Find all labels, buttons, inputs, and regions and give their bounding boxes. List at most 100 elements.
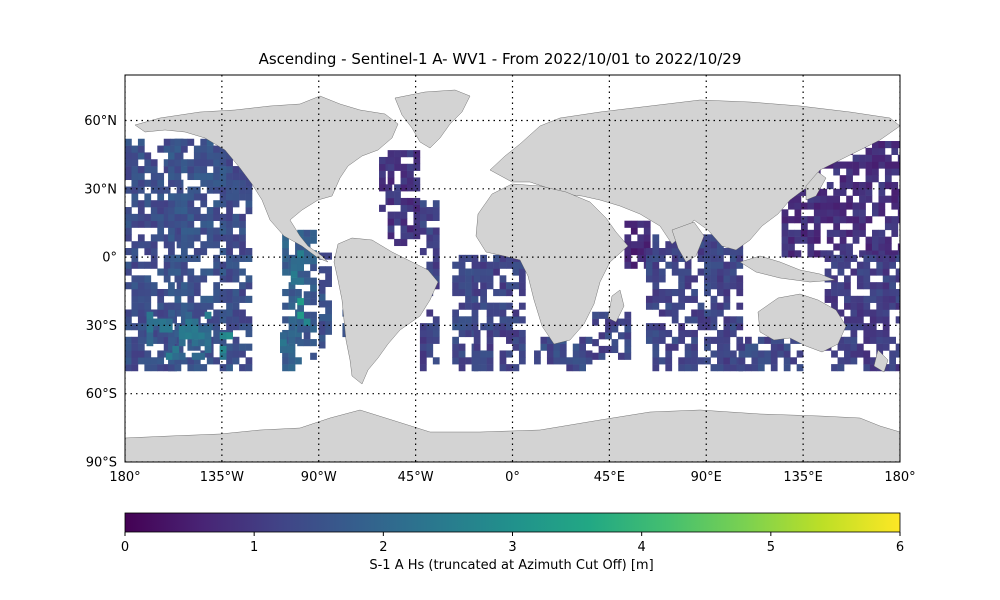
hs-cell: [131, 254, 139, 262]
hs-cell: [213, 323, 221, 331]
hs-cell: [232, 261, 240, 269]
hs-cell: [863, 357, 871, 365]
hs-cell: [213, 288, 221, 297]
hs-cell: [219, 179, 227, 187]
hs-cell: [163, 241, 171, 249]
hs-cell: [239, 288, 246, 297]
hs-cell: [723, 350, 731, 358]
hs-cell: [219, 152, 227, 160]
hs-cell: [534, 357, 541, 365]
hs-cell: [125, 248, 132, 256]
hs-cell: [174, 261, 182, 269]
hs-cell: [206, 145, 214, 153]
hs-cell: [131, 166, 139, 174]
hs-cell: [878, 195, 886, 203]
hs-cell: [232, 179, 240, 187]
hs-cell: [125, 145, 132, 153]
hs-cell: [856, 302, 864, 310]
hs-cell: [598, 352, 606, 360]
hs-cell: [400, 177, 408, 185]
hs-cell: [318, 327, 326, 335]
hs-cell: [245, 193, 253, 201]
hs-cell: [400, 204, 408, 212]
hs-cell: [876, 254, 884, 262]
hs-cell: [200, 166, 208, 174]
hs-cell: [697, 254, 705, 262]
hs-cell: [704, 282, 711, 290]
hs-cell: [895, 295, 900, 303]
hs-cell: [157, 329, 165, 338]
hs-cell: [839, 243, 847, 251]
hs-cell: [729, 261, 737, 269]
hs-cell: [833, 188, 841, 196]
hs-cell: [844, 282, 851, 290]
hs-cell: [432, 357, 440, 365]
hs-cell: [518, 302, 526, 310]
hs-cell: [553, 357, 561, 365]
hs-cell: [407, 170, 414, 178]
hs-cell: [125, 364, 132, 372]
hs-cell: [191, 352, 199, 360]
hs-cell: [193, 213, 201, 221]
hs-cell: [837, 254, 845, 262]
hs-cell: [493, 254, 500, 262]
hs-cell: [288, 288, 296, 297]
hs-cell: [781, 250, 789, 258]
land-south-america: [333, 237, 439, 385]
hs-cell: [889, 357, 896, 365]
hs-cell: [226, 288, 233, 297]
hs-cell: [125, 166, 132, 174]
hs-cell: [318, 279, 326, 288]
hs-cell: [852, 188, 860, 196]
hs-cell: [652, 336, 660, 344]
hs-cell: [723, 364, 731, 372]
hs-cell: [846, 243, 853, 251]
hs-cell: [219, 234, 227, 242]
hs-cell: [889, 254, 896, 262]
hs-cell: [193, 207, 201, 215]
hs-cell: [288, 364, 296, 372]
hs-cell: [852, 154, 860, 162]
hs-cell: [820, 188, 828, 196]
hs-cell: [303, 250, 311, 258]
hs-cell: [150, 261, 158, 269]
hs-cell: [157, 295, 165, 303]
hs-cell: [473, 329, 481, 338]
hs-cell: [458, 288, 466, 297]
hs-cell: [131, 288, 139, 297]
hs-cell: [144, 302, 152, 310]
hs-cell: [684, 357, 692, 365]
hs-cell: [678, 275, 686, 283]
hs-cell: [839, 236, 847, 244]
hs-cell: [897, 168, 900, 176]
hs-cell: [159, 325, 167, 333]
hs-cell: [137, 234, 145, 242]
hs-cell: [863, 282, 871, 290]
hs-cell: [413, 177, 421, 185]
hs-cell: [191, 332, 199, 340]
hs-cell: [150, 207, 158, 215]
hs-cell: [826, 229, 834, 237]
hs-cell: [895, 254, 900, 262]
hs-cell: [882, 343, 890, 351]
hs-cell: [723, 268, 731, 276]
hs-cell: [844, 288, 851, 297]
hs-cell: [400, 225, 408, 233]
hs-cell: [200, 302, 208, 310]
hs-cell: [452, 343, 459, 351]
hs-cell: [882, 282, 890, 290]
hs-cell: [245, 316, 253, 324]
hs-cell: [652, 323, 660, 331]
hs-cell: [452, 357, 459, 365]
hs-cell: [691, 275, 698, 283]
hs-cell: [185, 332, 193, 340]
hs-cell: [168, 220, 175, 228]
hs-cell: [882, 323, 890, 331]
hs-cell: [891, 181, 899, 190]
hs-cell: [717, 282, 724, 290]
chart-title: Ascending - Sentinel-1 A- WV1 - From 202…: [258, 50, 742, 68]
hs-cell: [213, 357, 221, 365]
hs-cell: [643, 234, 651, 242]
hs-cell: [717, 261, 724, 269]
hs-cell: [518, 343, 526, 351]
